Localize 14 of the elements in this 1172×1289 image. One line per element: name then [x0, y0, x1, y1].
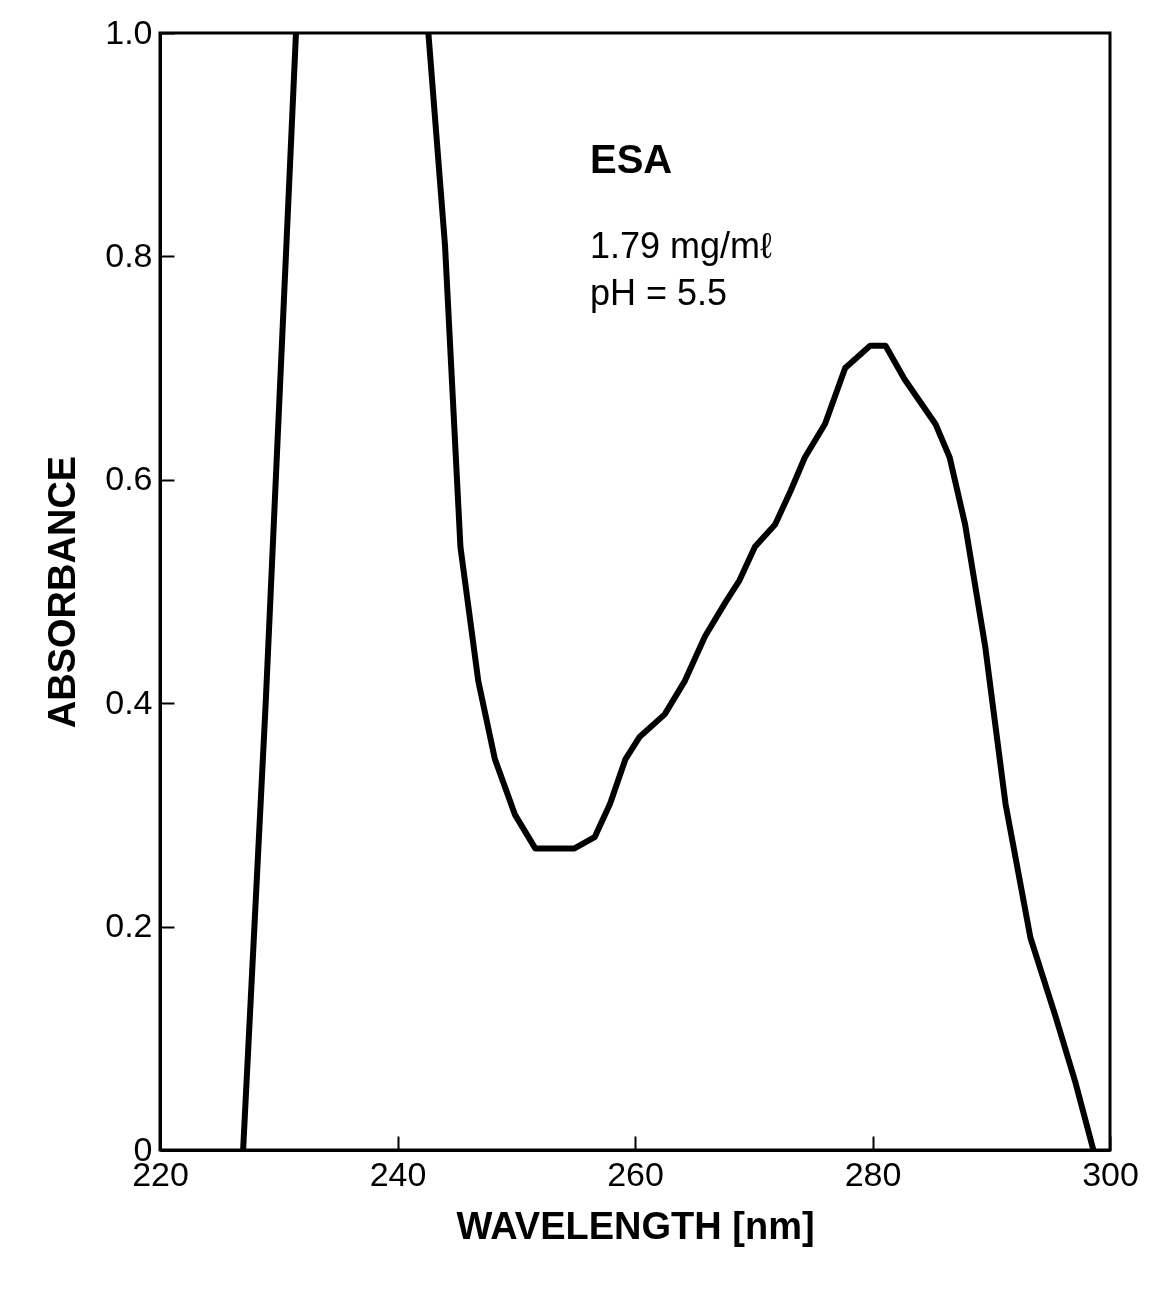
x-axis-title: WAVELENGTH [nm]	[456, 1204, 815, 1247]
annotation: 1.79 mg/mℓ	[590, 225, 773, 266]
y-tick-label: 0.4	[105, 682, 153, 721]
x-tick-label: 240	[369, 1154, 427, 1193]
y-axis-title: ABSORBANCE	[41, 455, 84, 729]
y-tick-label: 0.8	[105, 235, 153, 274]
x-tick-label: 280	[844, 1154, 902, 1193]
annotation: ESA	[590, 137, 673, 181]
y-tick-label: 0.2	[105, 906, 153, 945]
annotation: pH = 5.5	[590, 272, 728, 313]
x-tick-label: 300	[1082, 1154, 1139, 1193]
x-tick-label: 260	[607, 1154, 664, 1193]
y-tick-label: 1.0	[105, 12, 153, 51]
y-tick-label: 0.6	[105, 459, 153, 498]
